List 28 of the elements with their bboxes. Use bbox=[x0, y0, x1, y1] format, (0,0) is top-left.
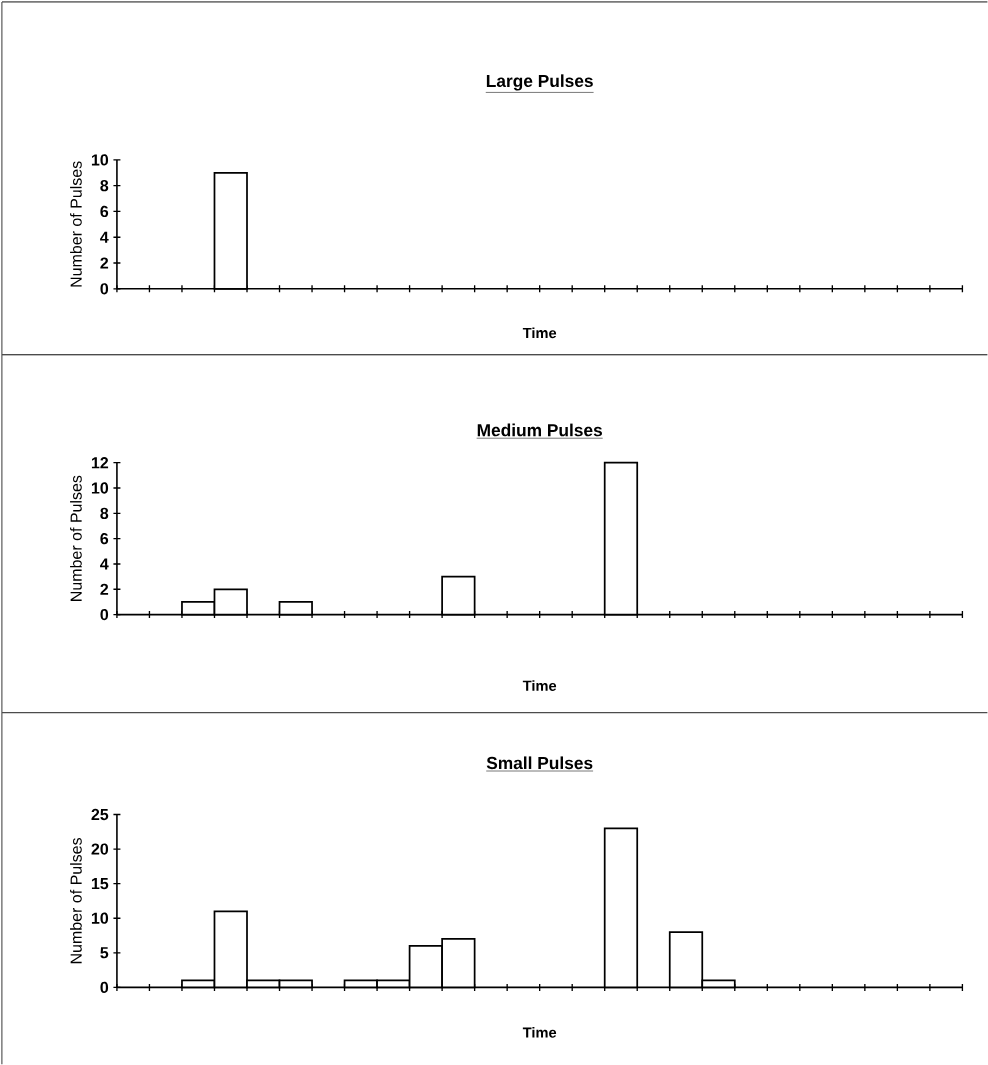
y-tick-label: 10 bbox=[91, 154, 109, 166]
y-tick-label: 10 bbox=[91, 912, 109, 924]
y-tick-label: 4 bbox=[100, 558, 109, 570]
y-tick-label: 6 bbox=[100, 205, 109, 218]
y-tick-label: 8 bbox=[100, 180, 109, 192]
y-tick-label: 25 bbox=[91, 808, 109, 821]
y-tick-label: 0 bbox=[100, 283, 109, 295]
chart-title: Large Pulses bbox=[486, 74, 593, 91]
y-tick-label: 12 bbox=[91, 457, 109, 469]
y-tick-label: 5 bbox=[100, 947, 109, 959]
y-tick-label: 4 bbox=[100, 231, 109, 243]
y-tick-label: 2 bbox=[100, 583, 109, 595]
x-axis-title: Time bbox=[522, 327, 557, 339]
y-tick-label: 15 bbox=[91, 878, 109, 890]
y-axis-title: Number of Pulses bbox=[70, 475, 82, 601]
y-tick-label: 0 bbox=[100, 608, 109, 621]
chart-title: Medium Pulses bbox=[477, 423, 602, 437]
chart-title: Small Pulses bbox=[486, 756, 593, 770]
y-axis-title: Number of Pulses bbox=[70, 837, 82, 964]
y-tick-label: 0 bbox=[100, 981, 109, 994]
y-tick-label: 10 bbox=[91, 482, 109, 494]
y-tick-label: 20 bbox=[91, 843, 109, 855]
y-tick-label: 6 bbox=[100, 533, 109, 545]
y-axis-title: Number of Pulses bbox=[70, 161, 82, 287]
y-tick-label: 8 bbox=[100, 507, 109, 519]
x-axis-title: Time bbox=[522, 680, 557, 691]
x-axis-title: Time bbox=[522, 1026, 557, 1038]
y-tick-label: 2 bbox=[100, 257, 109, 269]
